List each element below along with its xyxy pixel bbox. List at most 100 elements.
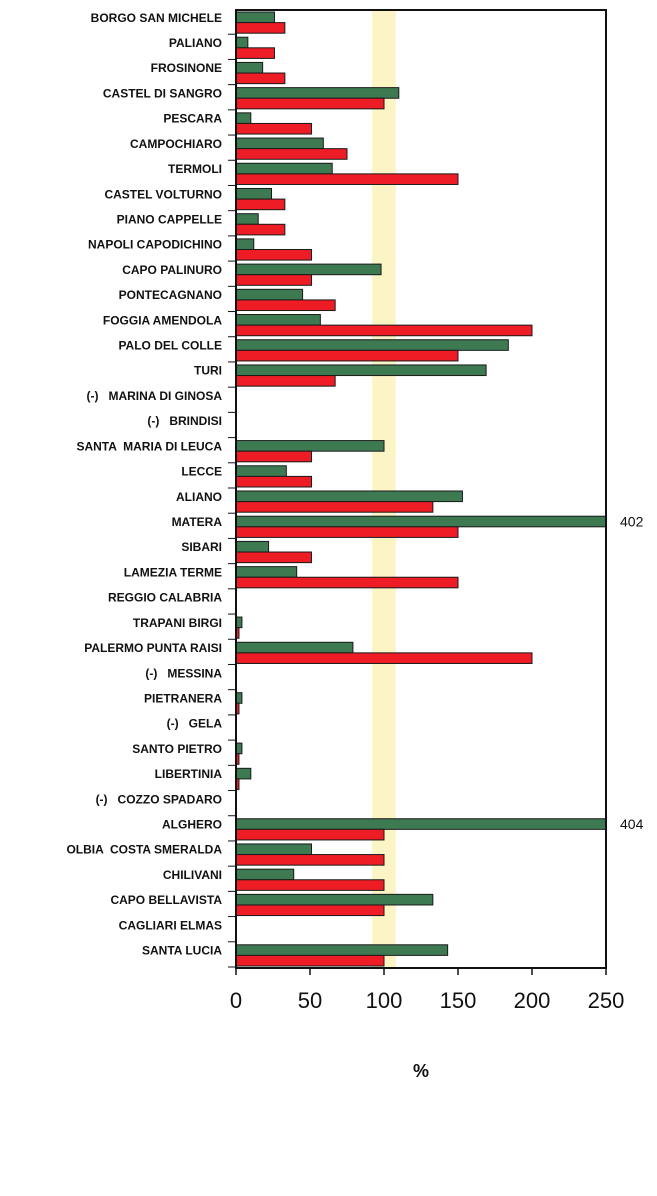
bar (236, 249, 312, 261)
category-label: SANTA MARIA DI LEUCA (76, 439, 222, 453)
category-label: FOGGIA AMENDOLA (103, 313, 222, 327)
bar (236, 238, 255, 250)
bar (236, 97, 385, 110)
category-label: PIETRANERA (144, 691, 222, 705)
bar (236, 162, 333, 175)
bar (236, 702, 240, 715)
bar (236, 324, 533, 337)
bar (236, 540, 270, 553)
bar (236, 854, 385, 866)
category-label: SIBARI (181, 540, 222, 554)
category-label: ALIANO (176, 490, 222, 504)
bar (236, 566, 298, 578)
bar (236, 213, 259, 225)
category-label: PALERMO PUNTA RAISI (84, 641, 222, 655)
category-label: ALGHERO (162, 818, 222, 832)
category-label: CAPO BELLAVISTA (110, 893, 222, 907)
bar (236, 36, 249, 49)
bar (236, 137, 324, 150)
bar (236, 753, 240, 765)
category-label: OLBIA COSTA SMERALDA (66, 843, 222, 857)
category-label: LECCE (181, 465, 222, 479)
category-label: CAGLIARI ELMAS (119, 918, 222, 932)
bar (236, 944, 449, 956)
category-label: CAMPOCHIARO (130, 137, 222, 151)
bar (236, 299, 336, 312)
bar (236, 314, 321, 326)
category-label: TURI (194, 364, 222, 378)
bar (236, 187, 273, 200)
category-label: LAMEZIA TERME (124, 565, 222, 579)
bar (236, 47, 275, 59)
x-tick-label: 250 (588, 988, 625, 1013)
bar (236, 551, 312, 564)
category-label: (-) MARINA DI GINOSA (86, 389, 222, 403)
x-tick-label: 50 (298, 988, 322, 1013)
plot-frame (235, 9, 607, 969)
bar (236, 641, 354, 654)
bar (236, 375, 336, 387)
bar (236, 893, 434, 906)
category-label: REGGIO CALABRIA (108, 591, 222, 605)
category-label: (-) BRINDISI (147, 414, 222, 428)
category-label: (-) MESSINA (145, 666, 222, 680)
bar (236, 87, 400, 99)
value-label: 402 (620, 514, 644, 530)
category-label: FROSINONE (151, 61, 222, 75)
bar (236, 112, 252, 124)
x-tick-label: 100 (366, 988, 403, 1013)
bar (236, 122, 312, 135)
bar (236, 440, 385, 452)
bar (236, 450, 312, 463)
category-label: SANTA LUCIA (142, 944, 222, 958)
x-tick-label: 200 (514, 988, 551, 1013)
bar (236, 148, 348, 160)
bar (236, 263, 382, 276)
category-label: (-) COZZO SPADARO (96, 792, 222, 806)
bar (236, 843, 312, 856)
bar (236, 364, 487, 377)
bar (236, 274, 312, 286)
category-label: NAPOLI CAPODICHINO (88, 238, 222, 252)
bar (236, 22, 286, 34)
bar (236, 198, 286, 211)
bar (236, 11, 275, 24)
bar (236, 778, 240, 791)
bar (236, 501, 434, 513)
bar (236, 868, 295, 881)
bar (236, 490, 463, 503)
category-label: PALIANO (169, 36, 222, 50)
bar (236, 339, 509, 351)
bar (236, 515, 606, 528)
bar (236, 61, 264, 74)
bar (236, 526, 459, 538)
x-tick-label: 150 (440, 988, 477, 1013)
category-label: PIANO CAPPELLE (117, 212, 222, 226)
bar (236, 72, 286, 85)
category-label: CAPO PALINURO (122, 263, 222, 277)
category-label: CHILIVANI (163, 868, 222, 882)
bar (236, 652, 533, 664)
x-axis-label: % (413, 1061, 429, 1081)
category-label: PALO DEL COLLE (118, 339, 222, 353)
bar (236, 879, 385, 891)
bar (236, 475, 312, 488)
bar (236, 465, 287, 477)
bar (236, 627, 240, 639)
bar (236, 904, 385, 917)
category-label: LIBERTINIA (155, 767, 223, 781)
category-label: SANTO PIETRO (132, 742, 222, 756)
category-label: CASTEL DI SANGRO (103, 86, 222, 100)
bar (236, 288, 304, 301)
category-label: TRAPANI BIRGI (133, 616, 222, 630)
category-label: PESCARA (163, 112, 222, 126)
bar (236, 954, 385, 967)
highlight-band (372, 10, 396, 968)
bar (236, 173, 459, 185)
category-label: TERMOLI (168, 162, 222, 176)
bar (236, 828, 385, 841)
value-label: 404 (620, 816, 644, 832)
bar (236, 767, 252, 780)
category-label: MATERA (172, 515, 223, 529)
